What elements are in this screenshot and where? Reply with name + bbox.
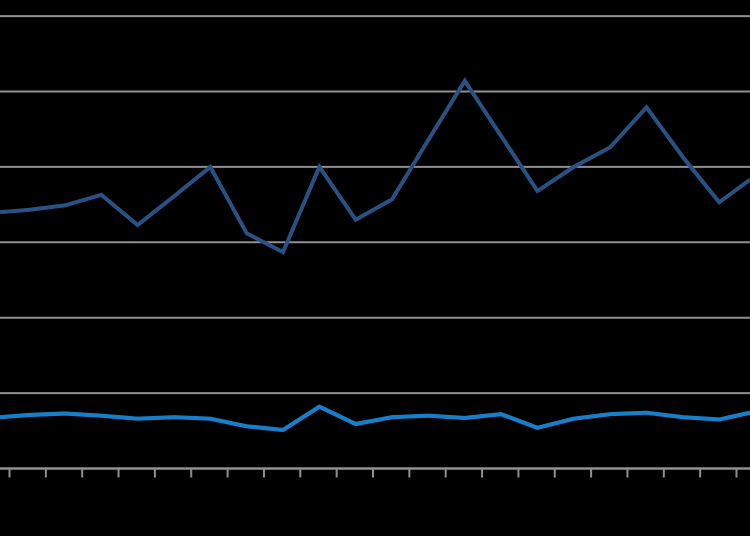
series-2-light-blue xyxy=(0,404,750,433)
series-1-dark-blue xyxy=(0,77,750,255)
